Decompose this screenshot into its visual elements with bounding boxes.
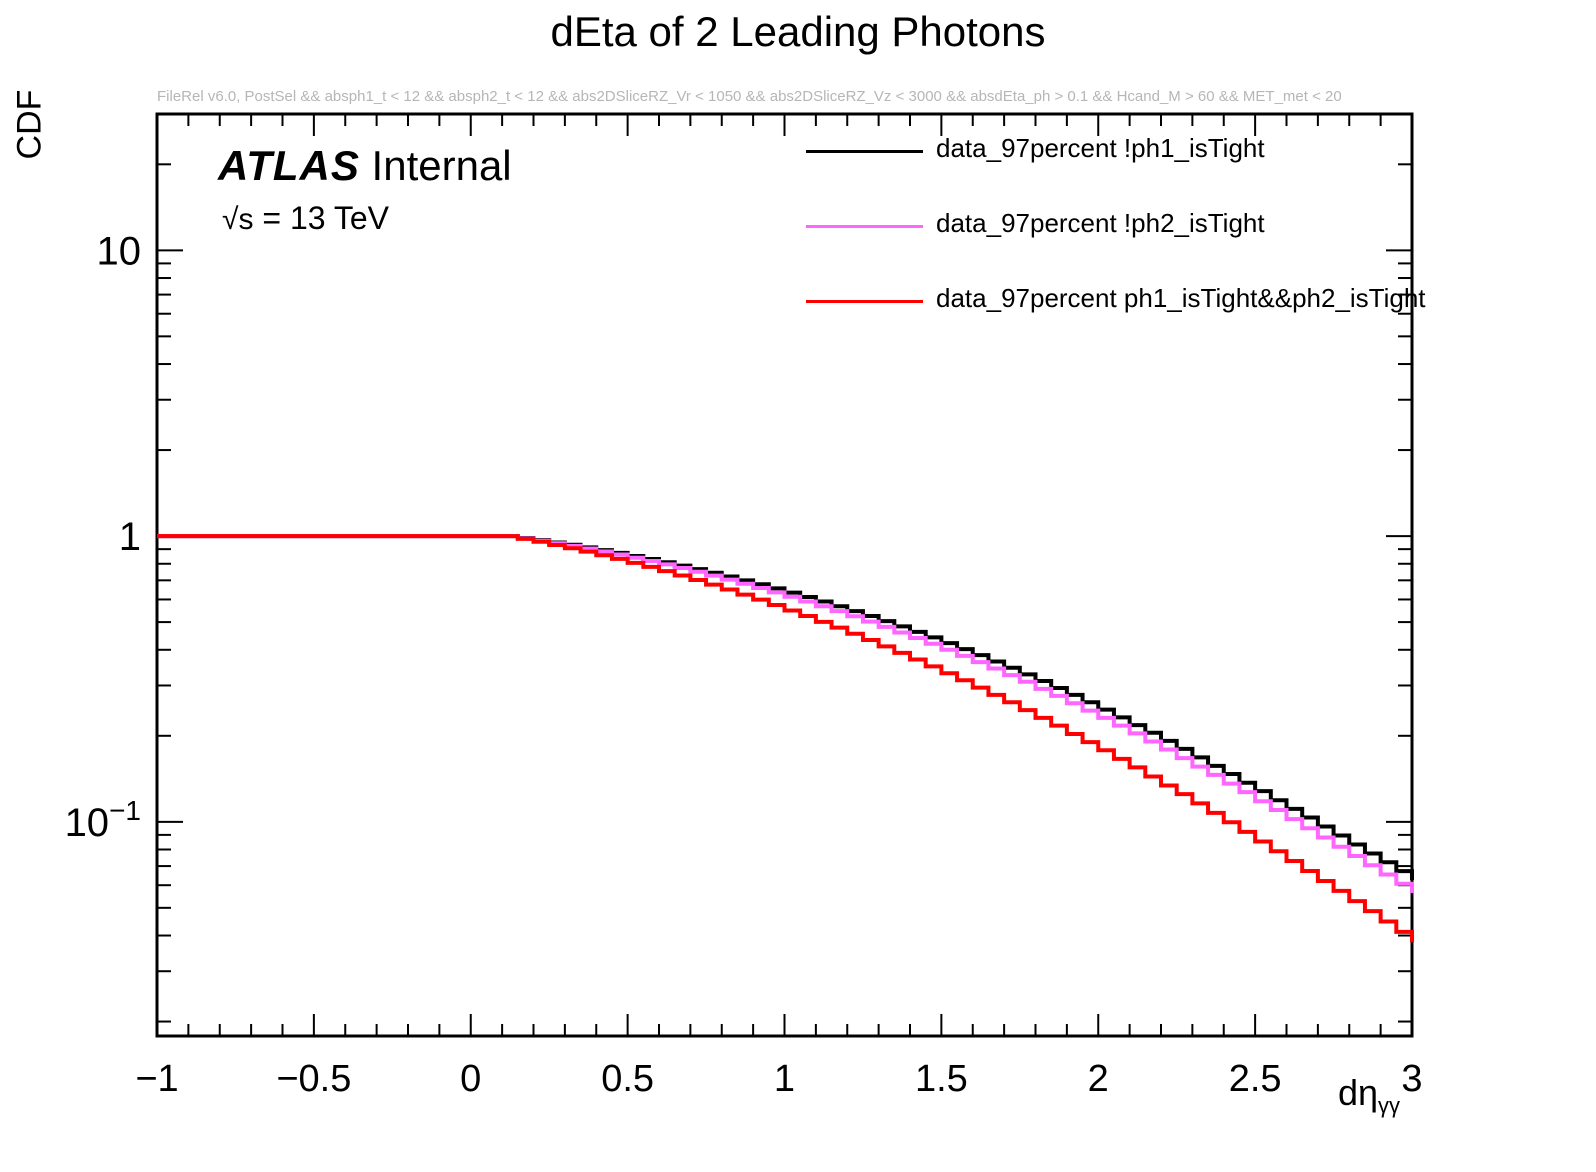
x-tick-label: 0: [460, 1058, 481, 1100]
atlas-status-label: Internal: [371, 142, 512, 189]
selection-subtitle: FileRel v6.0, PostSel && absph1_t < 12 &…: [157, 88, 1342, 105]
legend-item-2[interactable]: data_97percent ph1_isTight&&ph2_isTight: [806, 283, 1426, 358]
legend-label: data_97percent ph1_isTight&&ph2_isTight: [936, 283, 1426, 313]
y-tick-label: 1: [119, 515, 141, 559]
axis-frame: [155, 112, 1414, 1038]
legend-label: data_97percent !ph2_isTight: [936, 208, 1265, 238]
legend-swatch-line: [806, 300, 923, 303]
legend: data_97percent !ph1_isTight data_97perce…: [806, 133, 1426, 358]
x-tick-label: −1: [135, 1058, 178, 1100]
series-line-2: [157, 534, 1414, 943]
legend-item-1[interactable]: data_97percent !ph2_isTight: [806, 208, 1426, 283]
x-axis-title-main: dη: [1338, 1072, 1379, 1113]
center-of-mass-energy-label: √s = 13 TeV: [222, 200, 389, 237]
x-tick-label: 0.5: [601, 1058, 654, 1100]
axis-ticks: [156, 113, 1413, 1036]
x-tick-label: 2: [1088, 1058, 1109, 1100]
x-tick-label: 1: [774, 1058, 795, 1100]
x-tick-label: 1.5: [915, 1058, 968, 1100]
atlas-label: ATLAS Internal: [218, 142, 512, 190]
x-tick-label: 3: [1401, 1058, 1422, 1100]
series-line-0: [157, 534, 1414, 881]
atlas-experiment-label: ATLAS: [218, 142, 360, 189]
y-tick-label: 10−1: [65, 795, 141, 845]
x-tick-label: −0.5: [276, 1058, 351, 1100]
y-tick-label: 10: [97, 229, 142, 273]
data-series-group: [157, 534, 1414, 943]
page-title: dEta of 2 Leading Photons: [550, 8, 1046, 55]
sqrt-s-symbol: √s: [222, 203, 254, 236]
x-axis-title: dηγγ: [1338, 1072, 1400, 1119]
legend-swatch-line: [806, 225, 923, 228]
legend-label: data_97percent !ph1_isTight: [936, 133, 1265, 163]
axis-tick-labels: −1 −0.5 0 0.5 1 1.5 2 2.5 3 10 1 10−1: [65, 229, 1423, 1100]
x-axis-title-sub: γγ: [1378, 1093, 1401, 1119]
legend-swatch-line: [806, 150, 923, 153]
x-tick-label: 2.5: [1229, 1058, 1282, 1100]
legend-item-0[interactable]: data_97percent !ph1_isTight: [806, 133, 1426, 208]
energy-value: = 13 TeV: [253, 200, 389, 236]
